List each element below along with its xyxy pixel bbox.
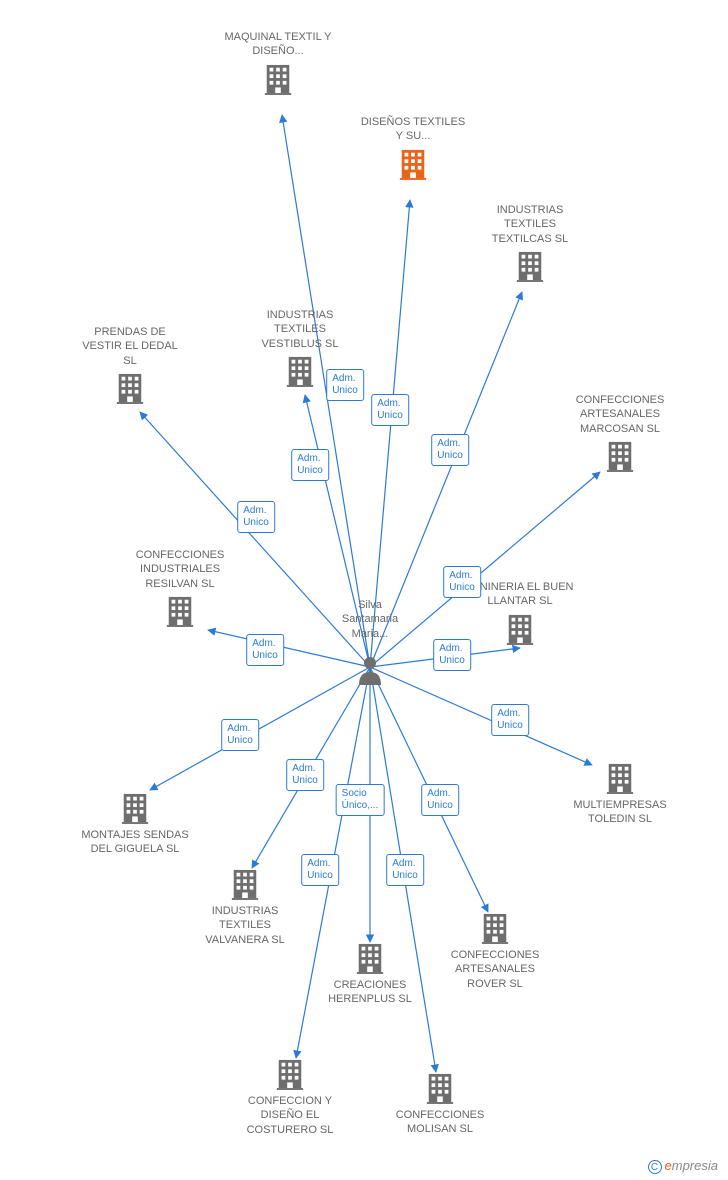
company-label: DISEÑOS TEXTILES Y SU...: [358, 115, 468, 144]
company-node-marcosan[interactable]: CONFECCIONES ARTESANALES MARCOSAN SL: [565, 393, 675, 472]
edge-label: Adm. Unico: [371, 394, 409, 426]
company-label: MONTAJES SENDAS DEL GIGUELA SL: [80, 828, 190, 857]
company-label: CREACIONES HERENPLUS SL: [315, 978, 425, 1007]
company-node-costurero[interactable]: CONFECCION Y DISEÑO EL COSTURERO SL: [235, 1058, 345, 1137]
company-label: CONFECCIONES ARTESANALES ROVER SL: [440, 948, 550, 991]
company-label: MAQUINAL TEXTIL Y DISEÑO...: [223, 30, 333, 59]
edge-label: Adm. Unico: [443, 566, 481, 598]
company-node-llantar[interactable]: TANINERIA EL BUEN LLANTAR SL: [465, 580, 575, 645]
center-person[interactable]: [350, 655, 390, 685]
edge-label: Adm. Unico: [326, 369, 364, 401]
company-node-valvanera[interactable]: INDUSTRIAS TEXTILES VALVANERA SL: [190, 868, 300, 947]
center-person-label: Silva Santamaria Maria...: [325, 598, 415, 641]
diagram-canvas: MAQUINAL TEXTIL Y DISEÑO... DISEÑOS TEXT…: [0, 0, 728, 1180]
company-node-disenos[interactable]: DISEÑOS TEXTILES Y SU...: [358, 115, 468, 180]
company-label: INDUSTRIAS TEXTILES VESTIBLUS SL: [245, 308, 355, 351]
company-label: INDUSTRIAS TEXTILES TEXTILCAS SL: [475, 203, 585, 246]
watermark-brand: mpresia: [672, 1158, 718, 1173]
edge-label: Socio Único,...: [336, 784, 385, 816]
company-label: CONFECCIONES ARTESANALES MARCOSAN SL: [565, 393, 675, 436]
edge-label: Adm. Unico: [433, 639, 471, 671]
company-node-herenplus[interactable]: CREACIONES HERENPLUS SL: [315, 942, 425, 1007]
company-node-montajes[interactable]: MONTAJES SENDAS DEL GIGUELA SL: [80, 792, 190, 857]
company-node-multiempresas[interactable]: MULTIEMPRESAS TOLEDIN SL: [565, 762, 675, 827]
edge-label: Adm. Unico: [291, 449, 329, 481]
edge-label: Adm. Unico: [431, 434, 469, 466]
edge-label: Adm. Unico: [421, 784, 459, 816]
edge-label: Adm. Unico: [286, 759, 324, 791]
company-node-industrias_textilcas[interactable]: INDUSTRIAS TEXTILES TEXTILCAS SL: [475, 203, 585, 282]
edge-line: [370, 667, 592, 765]
edge-label: Adm. Unico: [386, 854, 424, 886]
edge-line: [370, 200, 410, 667]
company-node-maquinal[interactable]: MAQUINAL TEXTIL Y DISEÑO...: [223, 30, 333, 95]
company-label: PRENDAS DE VESTIR EL DEDAL SL: [75, 325, 185, 368]
edge-label: Adm. Unico: [491, 704, 529, 736]
edge-label: Adm. Unico: [246, 634, 284, 666]
company-node-rover[interactable]: CONFECCIONES ARTESANALES ROVER SL: [440, 912, 550, 991]
edge-line: [150, 667, 370, 790]
watermark-c: C: [648, 1160, 662, 1174]
watermark: Cempresia: [648, 1158, 718, 1174]
company-label: CONFECCION Y DISEÑO EL COSTURERO SL: [235, 1094, 345, 1137]
company-node-prendas[interactable]: PRENDAS DE VESTIR EL DEDAL SL: [75, 325, 185, 404]
edge-label: Adm. Unico: [301, 854, 339, 886]
edge-label: Adm. Unico: [221, 719, 259, 751]
company-node-molisan[interactable]: CONFECCIONES MOLISAN SL: [385, 1072, 495, 1137]
company-label: INDUSTRIAS TEXTILES VALVANERA SL: [190, 904, 300, 947]
company-label: CONFECCIONES MOLISAN SL: [385, 1108, 495, 1137]
company-label: MULTIEMPRESAS TOLEDIN SL: [565, 798, 675, 827]
company-node-resilvan[interactable]: CONFECCIONES INDUSTRIALES RESILVAN SL: [125, 548, 235, 627]
company-label: TANINERIA EL BUEN LLANTAR SL: [465, 580, 575, 609]
watermark-e: e: [665, 1158, 672, 1173]
company-label: CONFECCIONES INDUSTRIALES RESILVAN SL: [125, 548, 235, 591]
edge-label: Adm. Unico: [237, 501, 275, 533]
